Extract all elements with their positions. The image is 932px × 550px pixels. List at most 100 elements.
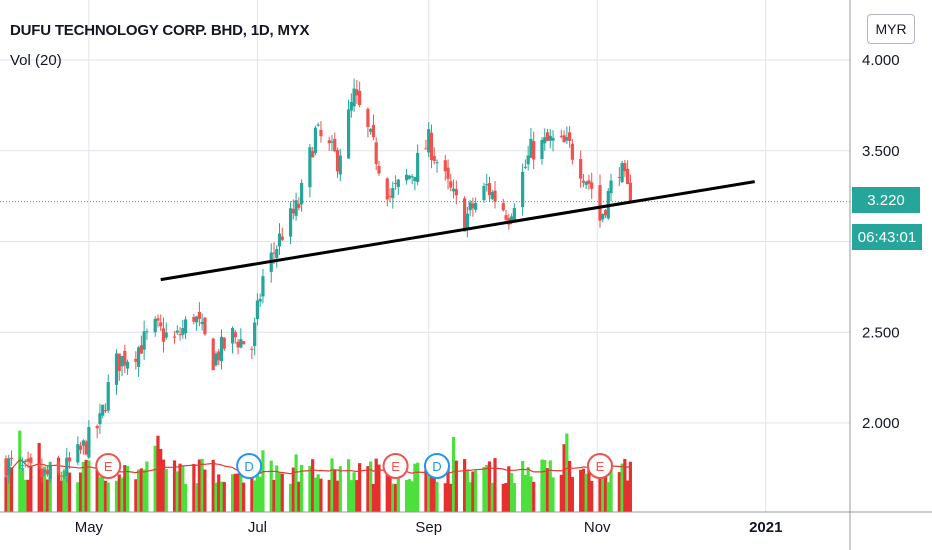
candle-body xyxy=(56,461,61,474)
volume-bar xyxy=(106,482,110,512)
candle-body xyxy=(626,168,630,184)
volume-bar xyxy=(487,461,492,512)
volume-bar xyxy=(153,445,157,512)
volume-indicator-label[interactable]: Vol (20) xyxy=(10,52,62,69)
candle-body xyxy=(23,460,27,462)
volume-bar xyxy=(37,442,41,512)
candle-body xyxy=(222,337,226,349)
volume-bar xyxy=(217,474,221,512)
candle-body xyxy=(87,426,91,458)
volume-bar xyxy=(76,482,80,512)
y-tick-label: 2.000 xyxy=(862,415,900,432)
candle-body xyxy=(432,156,436,162)
candle-body xyxy=(261,276,265,297)
dividend-marker[interactable] xyxy=(236,453,263,479)
volume-bar xyxy=(125,466,130,512)
candle-body xyxy=(59,475,63,477)
volume-bar xyxy=(62,470,66,512)
volume-bar xyxy=(56,457,61,512)
candle-body xyxy=(333,138,337,152)
candle-body xyxy=(125,361,130,369)
candle-body xyxy=(369,128,373,132)
volume-bar xyxy=(606,482,610,512)
candle-body xyxy=(48,465,52,480)
candle-body xyxy=(277,233,282,247)
volume-bar xyxy=(275,465,279,512)
trendline[interactable] xyxy=(160,180,755,282)
volume-bar xyxy=(23,479,27,512)
candle-body xyxy=(319,129,323,137)
volume-bar xyxy=(446,466,450,512)
candle-body xyxy=(570,143,574,160)
volume-bar xyxy=(371,483,376,512)
candle-body xyxy=(159,322,163,327)
earnings-marker[interactable] xyxy=(95,453,122,479)
candle-body xyxy=(123,350,127,366)
volume-bar xyxy=(471,471,475,512)
volume-bar xyxy=(26,479,30,512)
volume-bar xyxy=(45,479,50,512)
candle-body xyxy=(581,180,586,183)
candle-body xyxy=(620,162,624,183)
candle-body xyxy=(374,142,378,165)
volume-bar xyxy=(598,477,602,512)
candle-body xyxy=(388,196,392,198)
volume-bar xyxy=(407,479,411,512)
volume-bar xyxy=(181,465,185,512)
volume-bar xyxy=(139,468,143,512)
candle-body xyxy=(413,176,417,182)
candle-body xyxy=(366,108,370,128)
volume-bar xyxy=(200,458,204,512)
volume-bar xyxy=(559,474,563,512)
candle-body xyxy=(217,351,221,361)
volume-bar xyxy=(587,461,591,512)
volume-bar xyxy=(40,472,44,512)
volume-bar xyxy=(20,467,25,512)
volume-bar xyxy=(183,483,188,512)
volume-bar xyxy=(543,460,547,512)
trendline-drawing[interactable] xyxy=(160,180,755,282)
volume-bar xyxy=(236,473,240,512)
volume-bar xyxy=(584,473,588,512)
volume-bar xyxy=(316,474,320,512)
volume-bar xyxy=(465,469,469,512)
candle-body xyxy=(311,151,315,158)
volume-bar xyxy=(123,465,127,512)
candle-body xyxy=(487,183,492,196)
candle-body xyxy=(241,341,246,345)
candle-body xyxy=(40,468,44,478)
candle-body xyxy=(391,188,395,199)
y-tick-label: 3.500 xyxy=(862,143,900,160)
volume-bar xyxy=(609,460,613,512)
candle-body xyxy=(95,425,99,429)
event-marker-label: E xyxy=(596,459,605,474)
volume-bar xyxy=(145,461,149,512)
volume-bar xyxy=(617,472,621,512)
currency-button[interactable]: MYR xyxy=(867,14,915,44)
candle-body xyxy=(463,198,467,232)
volume-bar xyxy=(493,458,497,512)
candle-body xyxy=(134,358,138,362)
candle-body xyxy=(4,458,8,476)
volume-bar xyxy=(568,460,572,512)
volume-bar xyxy=(291,467,295,512)
candle-body xyxy=(203,317,207,335)
volume-bar xyxy=(327,479,331,512)
candle-body xyxy=(142,331,146,350)
volume-bar xyxy=(545,468,550,512)
candle-body xyxy=(84,441,88,455)
earnings-marker[interactable] xyxy=(586,453,613,479)
candle-body xyxy=(300,182,304,205)
dividend-marker[interactable] xyxy=(423,453,450,479)
volume-bar xyxy=(330,458,334,512)
candle-body xyxy=(272,252,276,254)
candle-body xyxy=(200,321,204,325)
earnings-marker[interactable] xyxy=(382,453,409,479)
candle-body xyxy=(103,410,108,412)
volume-bar xyxy=(429,460,434,512)
candle-body xyxy=(485,184,489,186)
event-marker-label: E xyxy=(104,459,113,474)
candle-body xyxy=(587,180,591,184)
